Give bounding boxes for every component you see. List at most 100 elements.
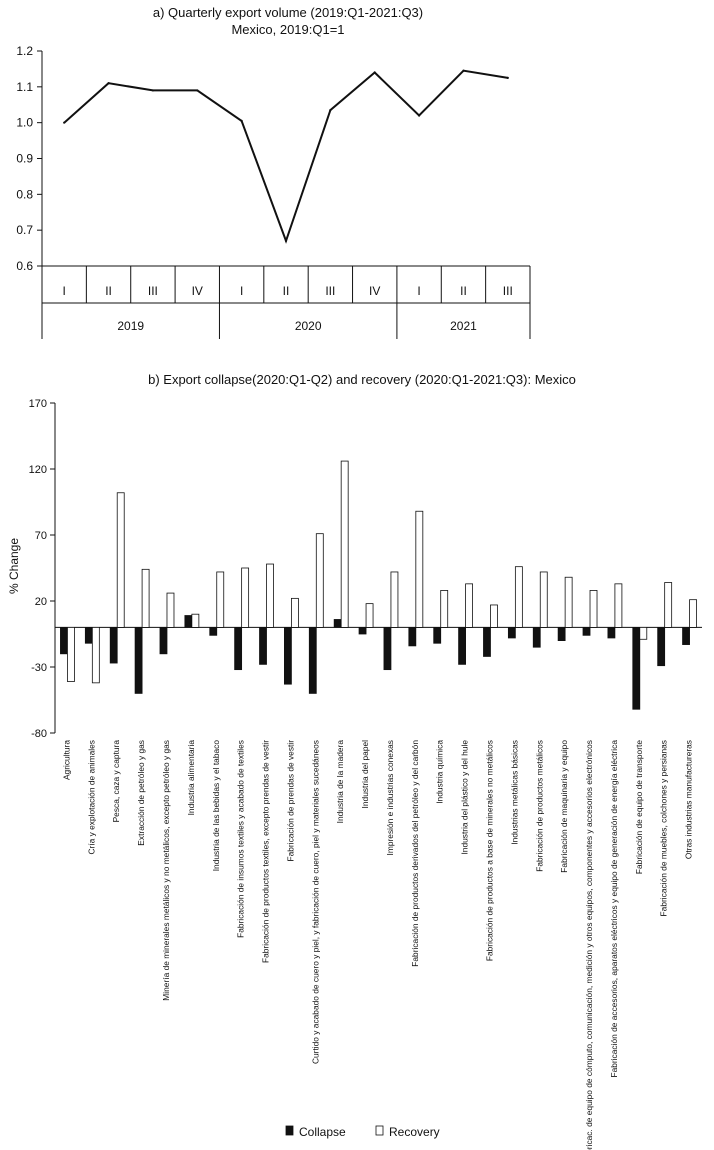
category-label: Industria de las bebidas y el tabaco xyxy=(211,740,221,872)
bar-collapse-fabricacion-de-accesorios-aparatos-elect xyxy=(607,627,616,639)
data-point xyxy=(240,119,243,122)
bar-recovery-fabricacion-de-maquinaria-y-equipo xyxy=(564,576,573,628)
category-label: Industria de la madera xyxy=(335,740,345,824)
y-tick-label: -80 xyxy=(31,728,47,740)
bar-collapse-fabricacion-de-productos-metalicos xyxy=(532,627,541,648)
category-label: Industria del papel xyxy=(360,740,370,809)
chart-a-subtitle: Mexico, 2019:Q1=1 xyxy=(231,22,344,37)
bar-collapse-extraccion-de-petroleo-y-gas xyxy=(134,627,143,694)
bar-recovery-curtido-y-acabado-de-cuero-y-piel-y-fabr xyxy=(315,533,324,628)
quarter-label: I xyxy=(63,284,66,298)
legend-swatch-recovery xyxy=(375,1125,384,1136)
bar-recovery-fabricacion-de-accesorios-aparatos-elect xyxy=(614,583,623,628)
year-label-2020: 2020 xyxy=(295,319,322,333)
bar-recovery-cria-y-explotacion-de-animales xyxy=(91,627,100,684)
bar-recovery-fabricacion-de-productos-textiles-except xyxy=(266,563,274,628)
bar-recovery-industria-alimentaria xyxy=(191,613,200,628)
y-tick-label: 0.6 xyxy=(16,259,33,273)
y-tick-label: 20 xyxy=(35,596,47,608)
category-label: Fabricación de productos derivados del p… xyxy=(410,740,420,967)
quarter-label: I xyxy=(417,284,420,298)
bar-collapse-industria-del-plastico-y-del-hule xyxy=(458,627,466,665)
bar-recovery-fabricacion-de-equipo-de-transporte xyxy=(639,627,648,640)
category-label: Industria química xyxy=(435,740,445,804)
category-label: Fabricación de productos metálicos xyxy=(534,740,544,872)
category-label: Fabricación de productos a base de miner… xyxy=(484,740,494,961)
bar-recovery-industria-quimica xyxy=(440,590,449,628)
y-tick-label: 1.0 xyxy=(16,116,33,130)
y-tick-label: -30 xyxy=(31,662,47,674)
chart-b-title: b) Export collapse(2020:Q1-Q2) and recov… xyxy=(148,372,576,387)
category-label: Fabricación de prendas de vestir xyxy=(285,740,295,862)
data-point xyxy=(284,239,288,243)
y-tick-label: 170 xyxy=(29,398,47,410)
chart-a-title: a) Quarterly export volume (2019:Q1-2021… xyxy=(153,5,423,20)
category-label: Agricultura xyxy=(61,740,71,780)
category-label: Industrias metálicas básicas xyxy=(509,740,519,845)
y-tick-label: 120 xyxy=(29,464,47,476)
bar-recovery-industria-del-papel xyxy=(365,603,374,628)
category-label: Fabricación de maquinaria y equipo xyxy=(559,740,569,873)
bar-collapse-fabricacion-de-prendas-de-vestir xyxy=(284,627,292,685)
bar-collapse-fabricac-de-equipo-de-computo-comunicaci xyxy=(582,627,591,636)
bar-collapse-cria-y-explotacion-de-animales xyxy=(84,627,93,644)
bar-collapse-fabricacion-de-muebles-colchones-y-persi xyxy=(657,627,666,667)
bar-recovery-fabricacion-de-productos-metalicos xyxy=(539,571,548,628)
bar-recovery-fabricac-de-equipo-de-computo-comunicaci xyxy=(589,590,598,628)
quarter-label: II xyxy=(283,284,290,298)
bar-collapse-industria-quimica xyxy=(433,627,442,644)
series-line-mexico xyxy=(63,69,508,244)
data-point xyxy=(151,89,155,92)
bar-collapse-pesca-caza-y-captura xyxy=(109,627,118,664)
bar-recovery-otras-industrias-manufactureras xyxy=(689,599,697,628)
category-label: Impresión e industrias conexas xyxy=(385,740,395,855)
year-label-2019: 2019 xyxy=(117,319,144,333)
data-point xyxy=(196,89,199,92)
y-tick-label: 70 xyxy=(35,530,47,542)
bar-recovery-industria-de-las-bebidas-y-el-tabaco xyxy=(216,571,225,628)
quarter-label: III xyxy=(503,284,513,298)
bar-collapse-otras-industrias-manufactureras xyxy=(682,627,690,645)
category-label: Fabricación de insumos textiles y acabad… xyxy=(236,740,246,938)
bar-chart-export-collapse-recovery: b) Export collapse(2020:Q1-Q2) and recov… xyxy=(7,372,702,1150)
line-chart-quarterly-export-volume: a) Quarterly export volume (2019:Q1-2021… xyxy=(16,5,531,339)
bar-recovery-industria-de-la-madera xyxy=(340,460,349,628)
y-tick-label: 0.7 xyxy=(16,223,33,237)
quarter-label: IV xyxy=(192,284,203,298)
quarter-label: III xyxy=(148,284,158,298)
category-label: Curtido y acabado de cuero y piel, y fab… xyxy=(310,740,320,1064)
category-label: Fabricac. de equipo de cómputo, comunica… xyxy=(584,740,594,1150)
quarter-label: IV xyxy=(369,284,380,298)
bar-collapse-fabricacion-de-maquinaria-y-equipo xyxy=(557,627,566,642)
bar-recovery-agricultura xyxy=(67,627,75,682)
data-point xyxy=(417,114,421,117)
category-label: Industria del plástico y del hule xyxy=(460,740,470,855)
quarter-label: II xyxy=(460,284,467,298)
bar-collapse-agricultura xyxy=(60,627,68,655)
category-label: Otras industrias manufactureras xyxy=(684,740,694,859)
quarter-label: II xyxy=(105,284,112,298)
bar-collapse-fabricacion-de-equipo-de-transporte xyxy=(632,627,641,710)
legend-swatch-collapse xyxy=(285,1125,294,1136)
legend-label-collapse: Collapse xyxy=(299,1125,346,1139)
bar-collapse-fabricacion-de-productos-derivados-del-p xyxy=(408,627,417,647)
year-label-2021: 2021 xyxy=(450,319,477,333)
bar-collapse-industria-alimentaria xyxy=(184,615,193,628)
quarter-label: III xyxy=(325,284,335,298)
bar-recovery-fabricacion-de-productos-derivados-del-p xyxy=(415,510,424,628)
bar-recovery-impresion-e-industrias-conexas xyxy=(390,571,399,628)
data-point xyxy=(329,109,332,112)
category-label: Cría y explotación de animales xyxy=(86,740,96,855)
quarter-label: I xyxy=(240,284,243,298)
bar-recovery-industrias-metalicas-basicas xyxy=(514,566,523,628)
bar-collapse-fabricacion-de-productos-textiles-except xyxy=(259,627,267,665)
category-label: Pesca, caza y captura xyxy=(111,740,121,823)
bar-recovery-extraccion-de-petroleo-y-gas xyxy=(141,568,150,628)
bar-recovery-fabricacion-de-insumos-textiles-y-acabad xyxy=(241,567,250,628)
bar-collapse-industrias-metalicas-basicas xyxy=(507,627,516,639)
y-tick-label: 1.2 xyxy=(16,44,33,58)
category-label: Fabricación de muebles, colchones y pers… xyxy=(659,740,669,916)
bar-recovery-fabricacion-de-productos-a-base-de-miner xyxy=(490,604,498,628)
bar-collapse-impresion-e-industrias-conexas xyxy=(383,627,392,671)
